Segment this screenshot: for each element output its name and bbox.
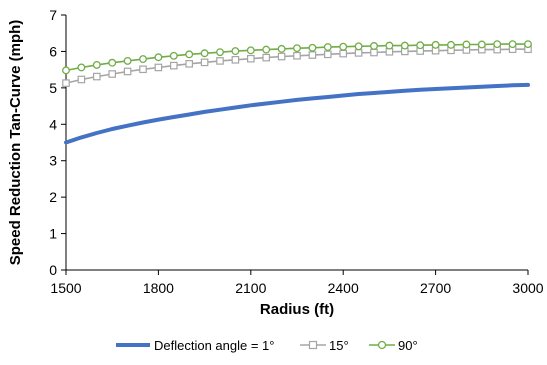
series-2 — [62, 45, 532, 87]
data-point — [339, 42, 348, 51]
y-tick-label: 4 — [49, 116, 57, 132]
x-axis-title: Radius (ft) — [260, 301, 334, 318]
data-point — [92, 60, 101, 69]
data-point — [123, 67, 132, 76]
y-tick-label: 0 — [49, 262, 57, 278]
data-point — [200, 58, 209, 67]
series-3 — [62, 40, 532, 75]
data-point — [385, 41, 394, 50]
series-line — [64, 82, 530, 145]
data-point — [231, 47, 240, 56]
data-point — [62, 79, 70, 87]
data-point — [462, 40, 471, 49]
data-point — [139, 65, 147, 74]
y-axis-title: Speed Reduction Tan-Curve (mph) — [7, 20, 24, 266]
y-tick-label: 3 — [49, 153, 57, 169]
x-tick-label: 1500 — [50, 280, 81, 296]
data-point — [385, 47, 394, 56]
data-point — [262, 45, 271, 54]
data-point — [247, 54, 255, 63]
data-point — [293, 51, 301, 60]
x-tick-label: 2100 — [235, 280, 266, 296]
x-tick-label: 2700 — [420, 280, 451, 296]
data-point — [139, 55, 147, 64]
data-point — [77, 63, 86, 72]
data-point — [185, 60, 194, 68]
data-point — [416, 41, 425, 50]
data-point — [277, 52, 286, 61]
legend-item-3: 90° — [369, 338, 418, 353]
data-point — [493, 40, 502, 49]
x-tick-labels: 1500 1800 2100 2400 2700 3000 — [50, 270, 544, 296]
series-1 — [64, 82, 530, 145]
data-point — [354, 42, 363, 51]
data-point — [216, 48, 224, 57]
legend-item-1: Deflection angle = 1° — [116, 338, 274, 353]
data-point — [154, 63, 163, 72]
data-point — [370, 48, 378, 57]
y-tick-labels: 0 1 2 3 4 5 6 7 — [49, 7, 66, 278]
legend: Deflection angle = 1° 15° 90° — [116, 338, 418, 353]
data-point — [185, 50, 194, 59]
legend-swatch-marker — [377, 340, 387, 350]
y-tick-label: 5 — [49, 80, 57, 96]
data-point — [508, 40, 517, 49]
data-point — [77, 75, 86, 84]
data-point — [323, 43, 332, 52]
data-point — [277, 44, 286, 53]
x-tick-label: 2400 — [328, 280, 359, 296]
data-point — [339, 49, 348, 58]
data-point — [169, 51, 178, 60]
legend-item-2: 15° — [300, 338, 349, 353]
data-point — [524, 40, 532, 49]
data-point — [400, 41, 409, 50]
y-tick-label: 2 — [49, 189, 57, 205]
data-point — [324, 50, 332, 59]
data-point — [354, 49, 363, 57]
data-point — [246, 46, 255, 55]
series-layer — [62, 40, 532, 145]
x-tick-label: 3000 — [512, 280, 543, 296]
data-point — [308, 51, 317, 59]
legend-swatch-marker — [308, 340, 318, 350]
data-point — [108, 58, 117, 67]
data-point — [200, 49, 209, 58]
y-tick-label: 7 — [49, 7, 57, 23]
data-point — [231, 56, 240, 64]
y-tick-label: 1 — [49, 226, 57, 242]
data-point — [170, 61, 178, 70]
data-point — [92, 72, 101, 81]
data-point — [62, 66, 70, 75]
data-point — [447, 40, 455, 49]
data-point — [308, 43, 317, 52]
legend-label: 15° — [329, 338, 349, 353]
data-point — [108, 70, 117, 78]
data-point — [431, 40, 440, 49]
data-point — [123, 56, 132, 65]
data-point — [477, 40, 486, 49]
legend-label: 90° — [398, 338, 418, 353]
y-tick-label: 6 — [49, 43, 57, 59]
data-point — [216, 57, 224, 65]
legend-label: Deflection angle = 1° — [154, 338, 274, 353]
x-tick-label: 1800 — [143, 280, 174, 296]
data-point — [154, 53, 163, 62]
data-point — [262, 53, 271, 62]
data-point — [293, 44, 301, 53]
data-point — [370, 42, 378, 50]
